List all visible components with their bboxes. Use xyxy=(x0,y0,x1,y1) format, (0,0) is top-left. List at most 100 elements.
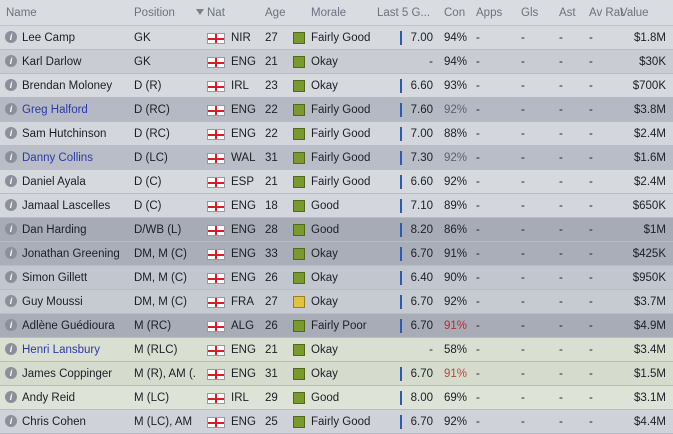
info-icon[interactable]: i xyxy=(5,247,17,259)
morale-icon xyxy=(293,344,305,356)
morale-icon xyxy=(293,56,305,68)
cell: - xyxy=(476,415,480,428)
cell[interactable]: Jamaal Lascelles xyxy=(22,199,111,212)
cell: - xyxy=(589,391,593,404)
cell: - xyxy=(589,175,593,188)
player-row[interactable]: i Dan Harding D/WB (L) ENG 28 Good 8.20 86% - - - -… xyxy=(0,218,673,242)
cell: - xyxy=(559,127,563,140)
morale-icon xyxy=(293,152,305,164)
player-row[interactable]: i Greg Halford D (RC) ENG 22 Fairly Good 7.60 9… xyxy=(0,98,673,122)
column-header[interactable]: Ast xyxy=(559,6,576,19)
player-row[interactable]: i Henri Lansbury M (RLC) ENG 21 Okay -58% - - - - $… xyxy=(0,338,673,362)
player-row[interactable]: i Simon Gillett DM, M (C) ENG 26 Okay 6.40 90% -… xyxy=(0,266,673,290)
cell: 6.70 xyxy=(410,319,433,332)
player-row[interactable]: i Karl Darlow GK ENG 21 Okay -94% - - - - $30K xyxy=(0,50,673,74)
info-icon[interactable]: i xyxy=(5,127,17,139)
column-header[interactable]: Value xyxy=(620,6,649,19)
cell[interactable]: Andy Reid xyxy=(22,391,76,404)
info-icon[interactable]: i xyxy=(5,319,17,331)
cell[interactable]: Daniel Ayala xyxy=(22,175,86,188)
cell[interactable]: Dan Harding xyxy=(22,223,87,236)
cell: 89% xyxy=(444,199,468,212)
cell[interactable]: Chris Cohen xyxy=(22,415,86,428)
cell[interactable]: Simon Gillett xyxy=(22,271,88,284)
cell: - xyxy=(559,391,563,404)
column-header[interactable]: Age xyxy=(265,6,286,19)
info-icon[interactable]: i xyxy=(5,223,17,235)
cell[interactable]: Danny Collins xyxy=(22,151,93,164)
player-row[interactable]: i Adlène Guédioura M (RC) ALG 26 Fairly Poor 6… xyxy=(0,314,673,338)
info-icon[interactable]: i xyxy=(5,151,17,163)
player-row[interactable]: i Lee Camp GK NIR 27 Fairly Good 7.00 94% - - - - $1… xyxy=(0,26,673,50)
info-icon[interactable]: i xyxy=(5,391,17,403)
info-icon[interactable]: i xyxy=(5,415,17,427)
cell[interactable]: Lee Camp xyxy=(22,31,76,44)
cell: $3.4M xyxy=(634,343,666,356)
cell[interactable]: Adlène Guédioura xyxy=(22,319,115,332)
cell: WAL xyxy=(231,151,256,164)
cell[interactable]: James Coppinger xyxy=(22,367,113,380)
nation-flag xyxy=(207,297,225,308)
cell: D (R) xyxy=(134,79,162,92)
cell: GK xyxy=(134,55,151,68)
cell[interactable]: Karl Darlow xyxy=(22,55,82,68)
cell[interactable]: Henri Lansbury xyxy=(22,343,100,356)
player-row[interactable]: i Brendan Moloney D (R) IRL 23 Okay 6.60 93% - - -… xyxy=(0,74,673,98)
cell: - xyxy=(521,151,525,164)
column-header[interactable]: Gls xyxy=(521,6,539,19)
info-icon[interactable]: i xyxy=(5,343,17,355)
nation-flag xyxy=(207,417,225,428)
cell: - xyxy=(589,271,593,284)
player-row[interactable]: i Jamaal Lascelles D (C) ENG 18 Good 7.10 89% - -… xyxy=(0,194,673,218)
cell: $2.4M xyxy=(634,127,666,140)
cell: $3.7M xyxy=(634,295,666,308)
info-icon[interactable]: i xyxy=(5,367,17,379)
info-icon[interactable]: i xyxy=(5,295,17,307)
cell: 92% xyxy=(444,103,468,116)
info-icon[interactable]: i xyxy=(5,31,17,43)
cell: - xyxy=(476,55,480,68)
cell: - xyxy=(559,55,563,68)
cell: - xyxy=(521,223,525,236)
cell: 21 xyxy=(265,175,278,188)
cell[interactable]: Guy Moussi xyxy=(22,295,83,308)
sort-icon[interactable] xyxy=(196,9,204,15)
cell: 8.00 xyxy=(410,391,433,404)
column-header[interactable]: Last 5 G... xyxy=(377,6,431,19)
info-icon[interactable]: i xyxy=(5,199,17,211)
column-header[interactable]: Name xyxy=(6,6,37,19)
cell: $4.9M xyxy=(634,319,666,332)
column-header[interactable]: Av Rat xyxy=(589,6,624,19)
cell: 22 xyxy=(265,127,278,140)
column-header[interactable]: Nat xyxy=(207,6,225,19)
player-row[interactable]: i Sam Hutchinson D (RC) ENG 22 Fairly Good 7.0… xyxy=(0,122,673,146)
column-header[interactable]: Morale xyxy=(311,6,347,19)
cell: Good xyxy=(311,223,340,236)
player-row[interactable]: i Guy Moussi DM, M (C) FRA 27 Okay 6.70 92% - - - -… xyxy=(0,290,673,314)
cell: $1M xyxy=(643,223,666,236)
cell[interactable]: Brendan Moloney xyxy=(22,79,113,92)
player-row[interactable]: i Daniel Ayala D (C) ESP 21 Fairly Good 6.60 92… xyxy=(0,170,673,194)
cell[interactable]: Sam Hutchinson xyxy=(22,127,107,140)
cell: 27 xyxy=(265,31,278,44)
player-row[interactable]: i Danny Collins D (LC) WAL 31 Fairly Good 7.30… xyxy=(0,146,673,170)
player-row[interactable]: i Jonathan Greening DM, M (C) ENG 33 Okay 6.70… xyxy=(0,242,673,266)
player-row[interactable]: i Andy Reid M (LC) IRL 29 Good 8.00 69% - - - - $3.1… xyxy=(0,386,673,410)
column-header[interactable]: Con xyxy=(444,6,466,19)
cell[interactable]: Greg Halford xyxy=(22,103,88,116)
info-icon[interactable]: i xyxy=(5,103,17,115)
form-bar xyxy=(400,271,402,285)
cell: M (LC), AM (... xyxy=(134,415,196,428)
player-row[interactable]: i James Coppinger M (R), AM (... ENG 31 Okay 6… xyxy=(0,362,673,386)
column-header[interactable]: Apps xyxy=(476,6,503,19)
info-icon[interactable]: i xyxy=(5,79,17,91)
info-icon[interactable]: i xyxy=(5,271,17,283)
player-row[interactable]: i Chris Cohen M (LC), AM (... ENG 25 Fairly G… xyxy=(0,410,673,434)
cell: IRL xyxy=(231,79,249,92)
column-header[interactable]: Position xyxy=(134,6,175,19)
cell: - xyxy=(559,319,563,332)
info-icon[interactable]: i xyxy=(5,55,17,67)
cell[interactable]: Jonathan Greening xyxy=(22,247,120,260)
cell: ALG xyxy=(231,319,255,332)
info-icon[interactable]: i xyxy=(5,175,17,187)
